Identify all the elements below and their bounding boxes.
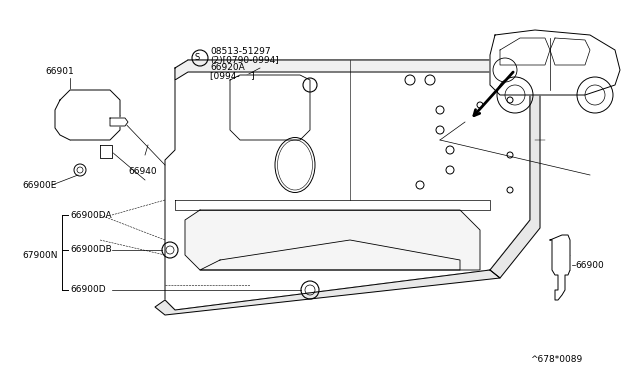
Text: 08513-51297: 08513-51297 [210, 48, 271, 57]
Polygon shape [55, 90, 120, 140]
Polygon shape [490, 68, 540, 278]
Polygon shape [550, 38, 590, 65]
Text: 66900DB: 66900DB [70, 246, 112, 254]
Polygon shape [175, 60, 530, 80]
Text: [0994-    ]: [0994- ] [210, 71, 255, 80]
Text: (2)[0790-0994]: (2)[0790-0994] [210, 55, 279, 64]
Polygon shape [230, 75, 310, 140]
Text: 66901: 66901 [45, 67, 74, 77]
Polygon shape [500, 38, 550, 65]
Text: 66900DA: 66900DA [70, 211, 111, 219]
Text: 67900N: 67900N [22, 250, 58, 260]
Polygon shape [550, 235, 570, 300]
Text: ^678*0089: ^678*0089 [530, 356, 582, 365]
Polygon shape [100, 145, 112, 158]
Polygon shape [185, 210, 480, 270]
Polygon shape [165, 60, 530, 310]
Polygon shape [490, 30, 620, 95]
Polygon shape [110, 118, 128, 126]
Polygon shape [155, 270, 500, 315]
Text: 66900: 66900 [575, 260, 604, 269]
Text: 66900E: 66900E [22, 180, 56, 189]
Text: S: S [195, 54, 200, 62]
Text: 66940: 66940 [128, 167, 157, 176]
Text: 66900D: 66900D [70, 285, 106, 295]
Text: 66920A: 66920A [210, 64, 244, 73]
